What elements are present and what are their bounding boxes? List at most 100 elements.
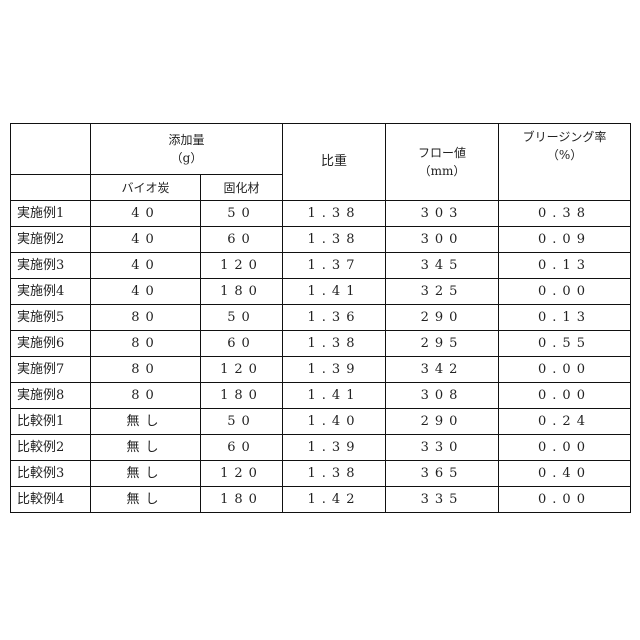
flow-label: フロー値: [386, 144, 498, 162]
cell-flow: 295: [386, 331, 499, 357]
cell-label: 実施例3: [11, 253, 91, 279]
cell-bleeding: 0.00: [499, 487, 631, 513]
cell-label: 比較例3: [11, 461, 91, 487]
cell-label: 実施例4: [11, 279, 91, 305]
table-row: 比較例3無し1201.383650.40: [11, 461, 631, 487]
cell-biochar: 40: [91, 227, 201, 253]
cell-gravity: 1.38: [283, 201, 386, 227]
cell-flow: 290: [386, 409, 499, 435]
cell-bleeding: 0.00: [499, 435, 631, 461]
cell-label: 比較例2: [11, 435, 91, 461]
cell-biochar: 80: [91, 305, 201, 331]
cell-solidifier: 60: [201, 435, 283, 461]
cell-gravity: 1.36: [283, 305, 386, 331]
cell-label: 実施例7: [11, 357, 91, 383]
bleeding-header: ブリージング率 （%）: [499, 124, 631, 201]
bleeding-unit: （%）: [499, 146, 630, 164]
cell-biochar: 無し: [91, 409, 201, 435]
cell-biochar: 40: [91, 201, 201, 227]
cell-solidifier: 50: [201, 409, 283, 435]
cell-bleeding: 0.38: [499, 201, 631, 227]
header-row: 添加量 （g） 比重 フロー値 （mm） ブリージング率 （%）: [11, 124, 631, 175]
cell-gravity: 1.41: [283, 279, 386, 305]
cell-gravity: 1.38: [283, 461, 386, 487]
cell-solidifier: 50: [201, 305, 283, 331]
cell-label: 比較例1: [11, 409, 91, 435]
cell-flow: 335: [386, 487, 499, 513]
cell-gravity: 1.37: [283, 253, 386, 279]
table-row: 実施例7801201.393420.00: [11, 357, 631, 383]
table-row: 実施例140501.383030.38: [11, 201, 631, 227]
table-row: 実施例8801801.413080.00: [11, 383, 631, 409]
cell-label: 比較例4: [11, 487, 91, 513]
cell-flow: 300: [386, 227, 499, 253]
cell-flow: 345: [386, 253, 499, 279]
corner-cell: [11, 124, 91, 175]
cell-gravity: 1.38: [283, 227, 386, 253]
cell-bleeding: 0.55: [499, 331, 631, 357]
table-row: 実施例240601.383000.09: [11, 227, 631, 253]
cell-bleeding: 0.13: [499, 305, 631, 331]
cell-flow: 290: [386, 305, 499, 331]
cell-biochar: 40: [91, 253, 201, 279]
table-row: 比較例1無し501.402900.24: [11, 409, 631, 435]
cell-solidifier: 60: [201, 331, 283, 357]
flow-header: フロー値 （mm）: [386, 124, 499, 201]
cell-label: 実施例5: [11, 305, 91, 331]
table-row: 実施例680601.382950.55: [11, 331, 631, 357]
cell-gravity: 1.39: [283, 357, 386, 383]
cell-label: 実施例6: [11, 331, 91, 357]
cell-bleeding: 0.00: [499, 383, 631, 409]
cell-biochar: 80: [91, 357, 201, 383]
additive-header: 添加量 （g）: [91, 124, 283, 175]
cell-flow: 308: [386, 383, 499, 409]
additive-unit: （g）: [91, 149, 282, 167]
table-row: 実施例3401201.373450.13: [11, 253, 631, 279]
cell-flow: 342: [386, 357, 499, 383]
cell-gravity: 1.40: [283, 409, 386, 435]
cell-solidifier: 120: [201, 461, 283, 487]
flow-unit: （mm）: [386, 162, 498, 180]
cell-flow: 365: [386, 461, 499, 487]
table-row: 比較例4無し1801.423350.00: [11, 487, 631, 513]
cell-solidifier: 120: [201, 253, 283, 279]
biochar-header: バイオ炭: [91, 175, 201, 201]
cell-gravity: 1.41: [283, 383, 386, 409]
cell-label: 実施例2: [11, 227, 91, 253]
cell-biochar: 40: [91, 279, 201, 305]
cell-flow: 325: [386, 279, 499, 305]
results-table: 添加量 （g） 比重 フロー値 （mm） ブリージング率 （%） バイオ炭 固化…: [10, 123, 631, 513]
cell-bleeding: 0.24: [499, 409, 631, 435]
cell-solidifier: 180: [201, 279, 283, 305]
cell-bleeding: 0.00: [499, 279, 631, 305]
specific-gravity-header: 比重: [283, 124, 386, 201]
cell-bleeding: 0.13: [499, 253, 631, 279]
cell-solidifier: 50: [201, 201, 283, 227]
cell-biochar: 無し: [91, 435, 201, 461]
cell-solidifier: 180: [201, 487, 283, 513]
cell-biochar: 80: [91, 331, 201, 357]
cell-gravity: 1.42: [283, 487, 386, 513]
corner-cell-lower: [11, 175, 91, 201]
cell-biochar: 80: [91, 383, 201, 409]
cell-flow: 330: [386, 435, 499, 461]
cell-gravity: 1.39: [283, 435, 386, 461]
cell-bleeding: 0.09: [499, 227, 631, 253]
table-row: 実施例4401801.413250.00: [11, 279, 631, 305]
cell-label: 実施例8: [11, 383, 91, 409]
additive-label: 添加量: [91, 131, 282, 149]
cell-label: 実施例1: [11, 201, 91, 227]
solidifier-header: 固化材: [201, 175, 283, 201]
cell-solidifier: 180: [201, 383, 283, 409]
cell-solidifier: 120: [201, 357, 283, 383]
cell-biochar: 無し: [91, 487, 201, 513]
cell-bleeding: 0.40: [499, 461, 631, 487]
cell-solidifier: 60: [201, 227, 283, 253]
table-row: 比較例2無し601.393300.00: [11, 435, 631, 461]
cell-bleeding: 0.00: [499, 357, 631, 383]
table-row: 実施例580501.362900.13: [11, 305, 631, 331]
bleeding-label: ブリージング率: [499, 128, 630, 146]
cell-biochar: 無し: [91, 461, 201, 487]
cell-flow: 303: [386, 201, 499, 227]
cell-gravity: 1.38: [283, 331, 386, 357]
